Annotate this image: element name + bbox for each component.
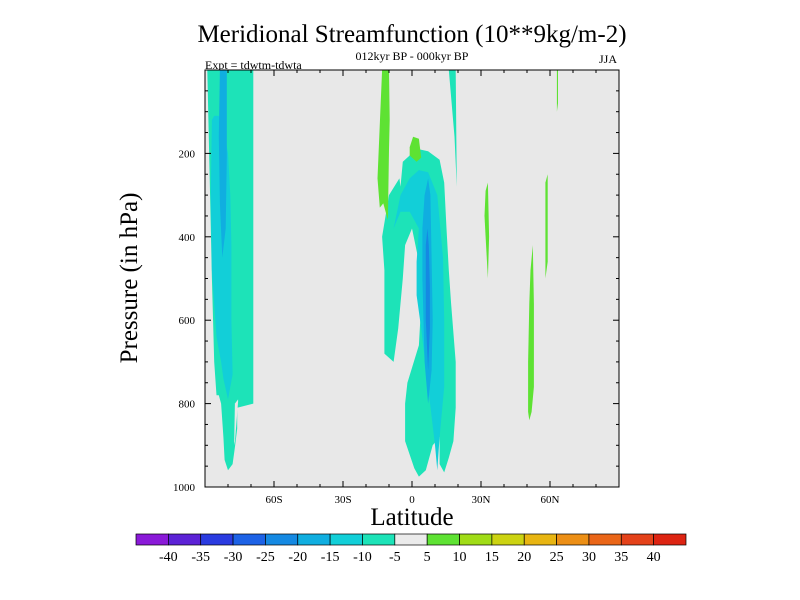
colorbar-label: 35 xyxy=(614,550,628,565)
colorbar-label: -35 xyxy=(191,550,210,565)
colorbar-swatch xyxy=(329,533,363,546)
region-northern-midlat-positive-2 xyxy=(545,174,548,279)
contour-regions xyxy=(205,70,558,477)
region-northern-upper-positive xyxy=(556,70,558,112)
colorbar-swatch xyxy=(620,533,654,546)
colorbar-label: 40 xyxy=(647,550,661,565)
chart-subtitle: 012kyr BP - 000kyr BP xyxy=(356,49,469,63)
colorbar-swatch xyxy=(362,533,396,546)
x-axis-label: Latitude xyxy=(370,504,453,531)
region-southern-polar-core-1 xyxy=(210,115,233,400)
x-tick-label: 60S xyxy=(265,494,282,506)
region-equatorial-core-3 xyxy=(425,228,430,371)
colorbar-label: -40 xyxy=(159,550,178,565)
experiment-label: Expt = tdwtm-tdwta xyxy=(205,58,302,72)
colorbar-swatch xyxy=(168,533,202,546)
y-tick-label: 600 xyxy=(179,315,196,327)
colorbar-label: -25 xyxy=(256,550,275,565)
region-southern-midlat-gap xyxy=(234,399,239,446)
y-tick-label: 800 xyxy=(179,399,196,411)
colorbar-label: -10 xyxy=(353,550,372,565)
x-tick-label: 30S xyxy=(334,494,351,506)
colorbar-label: 20 xyxy=(517,550,531,565)
plot-area: 60S 30S 0 30N 60N 200 400 600 800 1000 xyxy=(173,69,620,506)
region-southern-polar-core-2 xyxy=(218,70,227,258)
y-tick-label: 200 xyxy=(179,148,196,160)
colorbar-swatch xyxy=(588,533,622,546)
region-upper-tropical-positive xyxy=(377,70,390,221)
region-northern-tropical-negative xyxy=(448,70,457,187)
y-tick-label: 1000 xyxy=(173,482,196,494)
colorbar-label: 15 xyxy=(485,550,499,565)
colorbar-label: -30 xyxy=(224,550,243,565)
colorbar-label: -20 xyxy=(288,550,307,565)
colorbar-swatch xyxy=(394,533,428,546)
colorbar-label: -5 xyxy=(389,550,401,565)
colorbar-swatch xyxy=(556,533,590,546)
chart-title: Meridional Streamfunction (10**9kg/m-2) xyxy=(197,21,626,48)
colorbar-swatch xyxy=(523,533,557,546)
region-equatorial-core-1 xyxy=(393,170,445,471)
colorbar-swatch xyxy=(426,533,460,546)
colorbar: -40 -35 -30 -25 -20 -15 -10 -5 5 10 15 20 25 30 35 40 xyxy=(135,533,687,565)
y-tick-label: 400 xyxy=(179,232,196,244)
colorbar-swatch xyxy=(200,533,234,546)
x-tick-label: 0 xyxy=(409,494,415,506)
region-northern-subtropical-positive xyxy=(484,182,490,279)
colorbar-swatch xyxy=(491,533,525,546)
colorbar-label: 5 xyxy=(424,550,431,565)
colorbar-swatch xyxy=(297,533,331,546)
colorbar-label: 30 xyxy=(582,550,596,565)
colorbar-swatch xyxy=(265,533,299,546)
region-upper-tropical-positive-blob xyxy=(409,136,422,162)
colorbar-label: 25 xyxy=(550,550,564,565)
region-northern-midlat-positive xyxy=(528,245,534,421)
colorbar-swatch xyxy=(653,533,687,546)
y-axis-label: Pressure (in hPa) xyxy=(116,193,143,364)
colorbar-swatch xyxy=(459,533,493,546)
colorbar-label: -15 xyxy=(321,550,340,565)
colorbar-label: 10 xyxy=(453,550,467,565)
season-label: JJA xyxy=(599,52,617,66)
x-tick-label: 30N xyxy=(472,494,491,506)
x-tick-label: 60N xyxy=(541,494,560,506)
axis-ticks: 60S 30S 0 30N 60N 200 400 600 800 1000 xyxy=(173,69,620,506)
colorbar-swatch xyxy=(135,533,169,546)
colorbar-swatch xyxy=(232,533,266,546)
